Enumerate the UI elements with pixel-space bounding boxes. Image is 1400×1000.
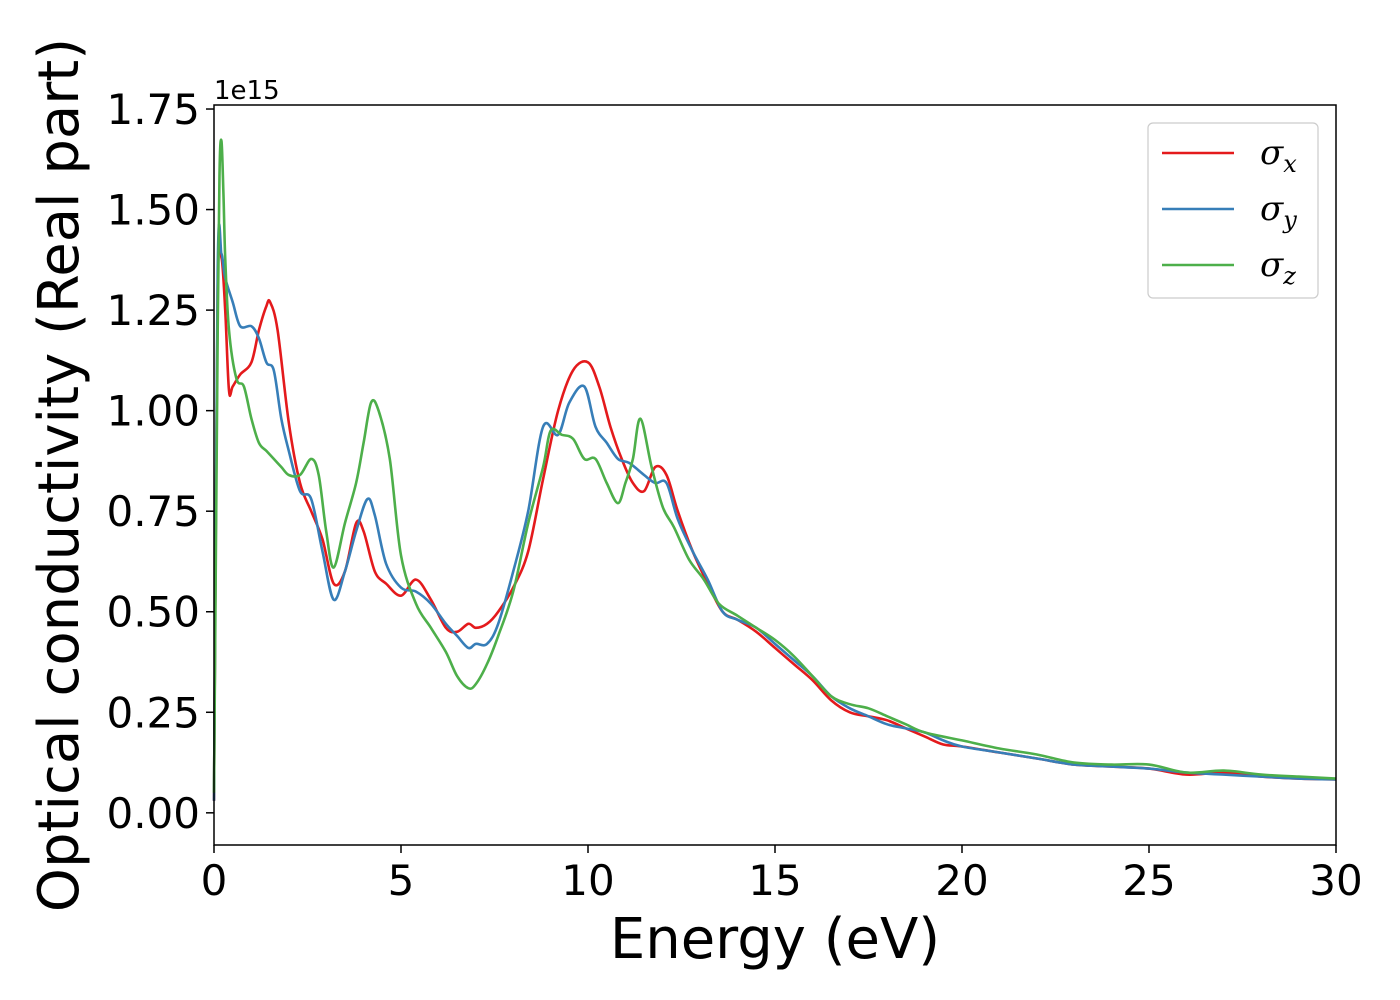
y-tick-label: 0.75 [106,487,200,536]
legend-label-x: σx [1260,133,1297,178]
x-tick-label: 5 [388,856,415,905]
y-tick-label: 1.00 [106,387,200,436]
y-tick-label: 0.00 [106,789,200,838]
series-line-x [212,236,1337,801]
x-tick-label: 20 [935,856,988,905]
x-tick-label: 15 [748,856,801,905]
x-tick-label: 30 [1309,856,1362,905]
y-tick-label: 1.25 [106,286,200,335]
y-offset-label: 1e15 [214,76,280,106]
series-line-y [212,223,1337,801]
y-tick-label: 0.25 [106,688,200,737]
y-axis-label: Optical conductivity (Real part) [27,38,92,912]
x-tick-label: 10 [561,856,614,905]
series-line-z [212,138,1337,793]
y-axis: 0.00 0.25 0.50 0.75 1.00 1.25 1.50 1.75 [106,85,214,838]
legend-label-y: σy [1260,189,1297,234]
legend-box [1147,122,1319,299]
y-tick-label: 1.75 [106,85,200,134]
x-tick-label: 25 [1122,856,1175,905]
x-tick-label: 0 [201,856,228,905]
legend: σx σy σz [1147,122,1319,299]
y-tick-label: 1.50 [106,186,200,235]
y-tick-label: 0.50 [106,588,200,637]
x-axis-label: Energy (eV) [610,907,940,972]
x-axis: 0 5 10 15 20 25 30 [201,845,1363,905]
plot-series [212,138,1337,801]
legend-label-z: σz [1260,245,1296,290]
